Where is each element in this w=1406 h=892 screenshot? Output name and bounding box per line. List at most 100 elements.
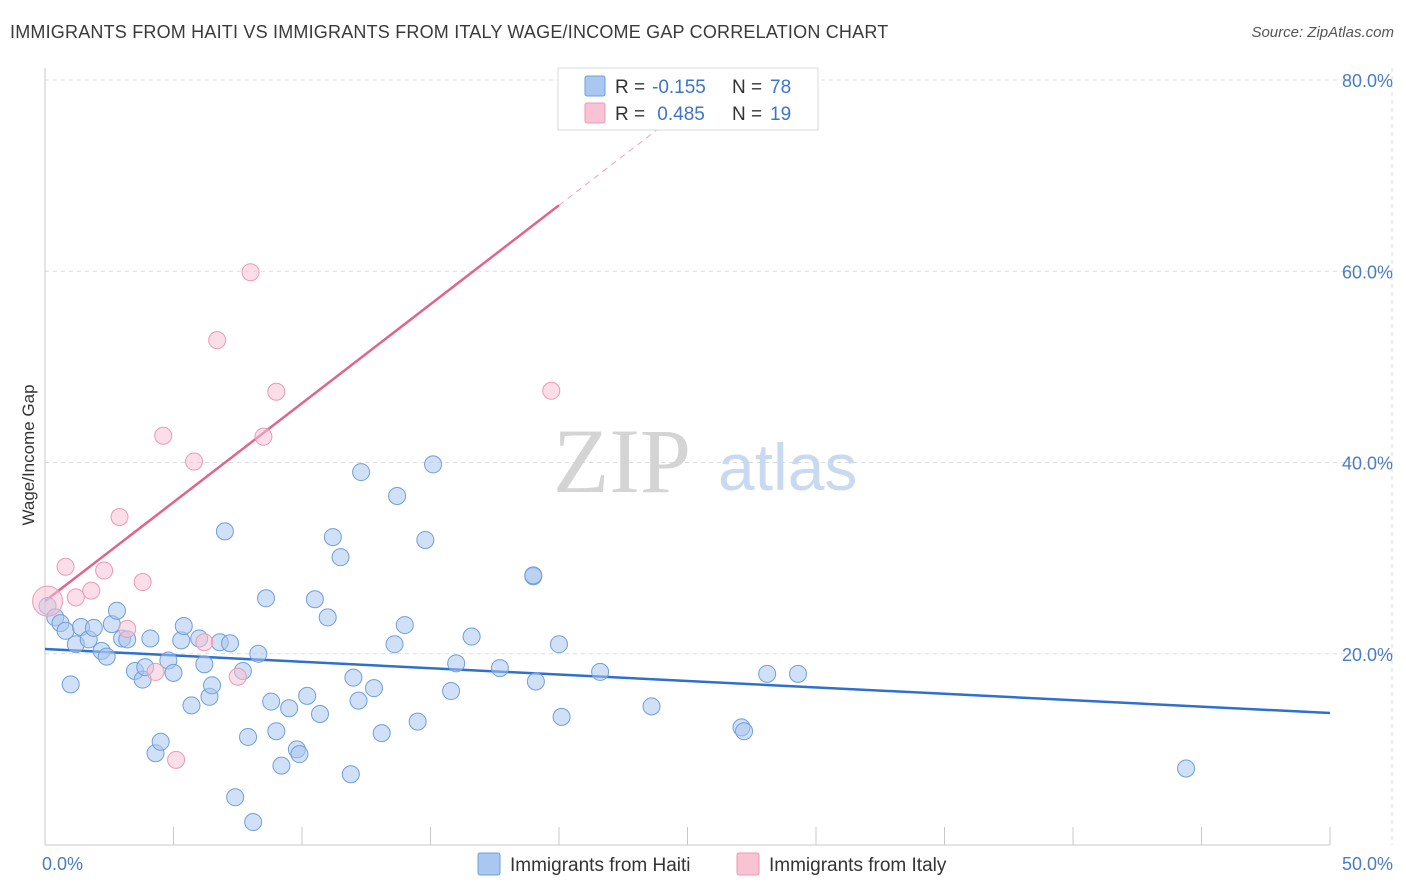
haiti-point [789,664,808,683]
x-tick-label: 0.0% [42,854,83,874]
italy-point [56,557,75,576]
watermark: ZIP atlas [553,410,857,512]
italy-point [267,382,286,401]
haiti-point [344,668,363,687]
legend-italy-n-label: N = [732,104,762,125]
legend-swatch-italy [584,102,606,124]
italy-point [185,452,204,471]
haiti-point [642,697,661,716]
italy-point [228,667,247,686]
haiti-point [735,722,754,741]
series-swatch-italy [736,852,760,876]
chart-title: IMMIGRANTS FROM HAITI VS IMMIGRANTS FROM… [10,22,889,42]
haiti-point [305,590,324,609]
series-label-italy: Immigrants from Italy [769,855,947,876]
haiti-point [262,692,281,711]
haiti-point [424,455,443,474]
haiti-point [758,664,777,683]
haiti-point [239,727,258,746]
italy-point [146,662,165,681]
haiti-point [272,756,291,775]
haiti-point [267,722,286,741]
italy-point [95,561,114,580]
haiti-point [298,686,317,705]
legend-italy-r-value: 0.485 [652,104,705,125]
italy-trend-dashed [558,79,722,206]
haiti-point [84,618,103,637]
haiti-point [249,644,268,663]
haiti-point [408,712,427,731]
italy-point [32,585,64,617]
italy-point [118,619,137,638]
watermark-zip: ZIP [553,410,691,512]
data-points [32,263,1196,832]
haiti-point [447,654,466,673]
italy-point [154,426,173,445]
italy-point [542,381,561,400]
haiti-point [203,676,222,695]
haiti-point [61,675,80,694]
haiti-point [526,672,545,691]
haiti-point [550,635,568,654]
haiti-point [490,659,509,678]
haiti-point [1177,759,1196,778]
y-axis-title: Wage/Income Gap [19,384,38,525]
haiti-point [416,530,435,549]
series-swatch-haiti [477,852,501,876]
y-tick-label: 60.0% [1342,262,1393,282]
italy-point [66,588,85,607]
haiti-point [141,629,160,648]
y-tick-label: 40.0% [1342,454,1393,474]
haiti-point [97,647,116,666]
haiti-point [372,724,391,743]
y-tick-label: 80.0% [1342,71,1393,91]
italy-point [208,331,227,350]
italy-point [241,263,260,282]
legend-swatch-haiti [584,75,606,97]
italy-point [167,750,186,769]
haiti-point [388,486,407,505]
haiti-point [215,522,234,541]
trend-lines [44,79,1331,715]
haiti-point [164,663,183,682]
gridlines [45,68,1393,845]
haiti-point [310,704,329,723]
legend-haiti-n-label: N = [732,77,762,98]
axes: 20.0% 40.0% 60.0% 80.0% 0.0% 50.0% [42,68,1393,874]
haiti-point [280,699,299,718]
haiti-point [151,732,170,751]
haiti-point [395,616,414,635]
legend-haiti-r-label: R = [615,77,645,98]
haiti-point [244,813,263,832]
legend-italy-r-label: R = [615,104,645,125]
series-label-haiti: Immigrants from Haiti [510,855,691,876]
legend-italy-n-value: 19 [770,104,791,125]
haiti-point [552,707,571,726]
haiti-point [318,608,337,627]
italy-point [254,427,273,446]
legend-haiti-n-value: 78 [770,77,791,98]
haiti-point [591,662,610,681]
haiti-point [352,463,371,482]
haiti-point [442,682,461,701]
italy-point [195,633,214,652]
haiti-point [174,617,193,636]
haiti-point [195,655,214,674]
italy-trend-solid [44,204,560,603]
watermark-atlas: atlas [718,430,857,504]
haiti-point [107,601,126,620]
haiti-point [290,745,309,764]
haiti-point [462,627,481,646]
haiti-point [331,548,350,567]
x-tick-label: 50.0% [1342,854,1393,874]
series-legend: Immigrants from Haiti Immigrants from It… [477,852,947,876]
haiti-point [226,788,245,807]
haiti-point [349,691,368,710]
chart-source: Source: ZipAtlas.com [1251,24,1394,41]
italy-point [133,573,152,592]
legend-haiti-r-value: -0.155 [652,77,706,98]
correlation-legend: R = -0.155 N = 78 R = 0.485 N = 19 [557,67,819,131]
haiti-point [524,566,543,585]
y-tick-label: 20.0% [1342,645,1393,665]
